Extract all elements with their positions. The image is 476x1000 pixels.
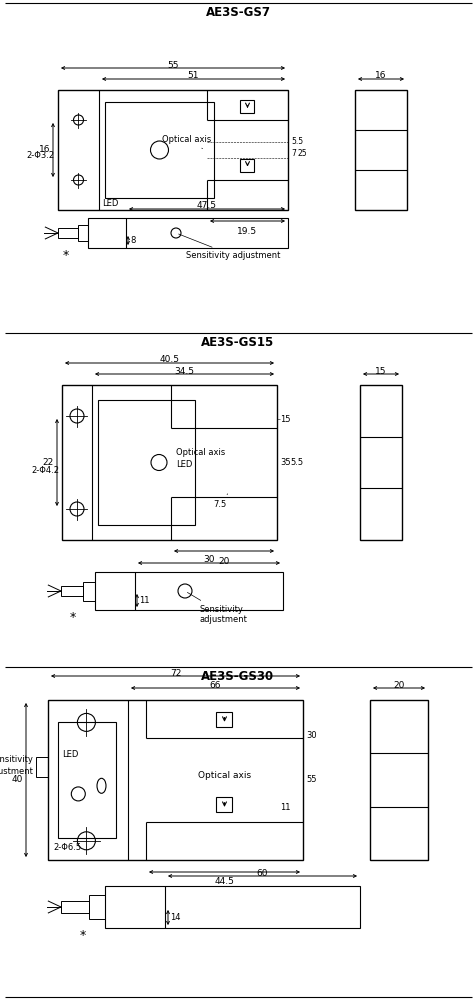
Text: AE3S-GS7: AE3S-GS7 <box>205 6 270 19</box>
Text: LED: LED <box>176 460 192 469</box>
Text: 30: 30 <box>203 556 214 564</box>
Bar <box>88 218 288 248</box>
Text: Sensitivity: Sensitivity <box>0 755 33 764</box>
Text: 20: 20 <box>393 680 404 690</box>
Bar <box>58 722 116 838</box>
Text: LED: LED <box>102 198 118 208</box>
Text: 25: 25 <box>298 149 307 158</box>
Text: 22: 22 <box>43 458 54 467</box>
Bar <box>240 100 254 113</box>
Text: 44.5: 44.5 <box>214 878 234 886</box>
Text: Optical axis: Optical axis <box>162 135 211 149</box>
Text: *: * <box>63 248 69 261</box>
Text: 20: 20 <box>218 556 229 566</box>
Text: 15: 15 <box>375 366 386 375</box>
Text: 30: 30 <box>306 731 316 740</box>
Bar <box>61 586 83 596</box>
Text: 34.5: 34.5 <box>174 366 194 375</box>
Bar <box>83 582 95 600</box>
Text: 55: 55 <box>167 60 178 70</box>
Text: 11: 11 <box>279 803 289 812</box>
Bar <box>36 757 48 777</box>
Text: AE3S-GS30: AE3S-GS30 <box>201 670 274 684</box>
Text: LED: LED <box>62 750 78 759</box>
Text: AE3S-GS15: AE3S-GS15 <box>201 336 274 350</box>
Text: 47.5: 47.5 <box>197 202 217 211</box>
Text: 51: 51 <box>188 72 199 81</box>
Text: 72: 72 <box>169 668 181 678</box>
Text: 40: 40 <box>11 776 23 784</box>
Bar <box>359 385 401 540</box>
Bar <box>61 901 89 913</box>
Bar <box>354 90 406 210</box>
Text: 16: 16 <box>375 72 386 81</box>
Bar <box>105 102 214 198</box>
Text: 15: 15 <box>279 415 290 424</box>
Text: 19.5: 19.5 <box>237 227 257 235</box>
Text: 2-Φ3.2: 2-Φ3.2 <box>27 151 55 160</box>
Text: 55: 55 <box>306 776 316 784</box>
Text: 7.5: 7.5 <box>213 494 227 509</box>
Bar <box>78 225 88 241</box>
Bar <box>58 228 78 238</box>
Text: Sensitivity adjustment: Sensitivity adjustment <box>178 234 280 260</box>
Text: 8: 8 <box>130 236 135 245</box>
Text: 40.5: 40.5 <box>159 356 179 364</box>
Text: 7: 7 <box>290 149 295 158</box>
Text: 60: 60 <box>256 868 268 878</box>
Text: Optical axis: Optical axis <box>198 770 250 780</box>
Bar <box>216 712 232 727</box>
Bar <box>95 572 282 610</box>
Bar <box>369 700 427 860</box>
Text: 14: 14 <box>169 913 180 922</box>
Bar <box>58 90 288 210</box>
Bar <box>216 797 232 812</box>
Text: 5.5: 5.5 <box>289 458 302 467</box>
Text: adjustment: adjustment <box>0 767 33 776</box>
Text: 11: 11 <box>139 596 149 605</box>
Text: 66: 66 <box>209 680 221 690</box>
Bar <box>62 385 277 540</box>
Text: Sensitivity
adjustment: Sensitivity adjustment <box>187 592 248 624</box>
Text: 16: 16 <box>39 145 50 154</box>
Text: 2-Φ4.2: 2-Φ4.2 <box>31 466 59 475</box>
Bar <box>105 886 359 928</box>
Bar <box>89 895 105 919</box>
Bar <box>48 700 302 860</box>
Text: *: * <box>69 610 76 624</box>
Bar <box>240 158 254 172</box>
Text: Optical axis: Optical axis <box>176 448 225 457</box>
Text: 5.5: 5.5 <box>290 137 302 146</box>
Text: 35: 35 <box>279 458 290 467</box>
Bar <box>98 400 195 525</box>
Text: 2-Φ6.5: 2-Φ6.5 <box>53 844 81 852</box>
Text: *: * <box>79 928 86 942</box>
